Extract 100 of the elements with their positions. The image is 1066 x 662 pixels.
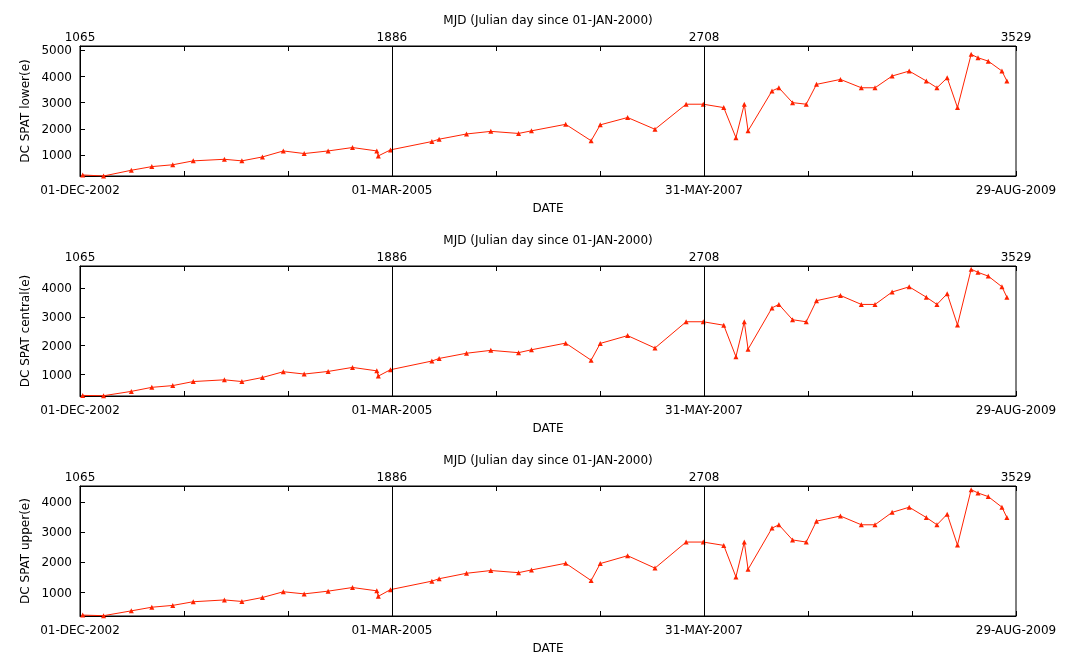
x2-tick-label: 2708: [688, 30, 720, 44]
point: [889, 73, 895, 79]
x-tick-label: 31-MAY-2007: [664, 183, 744, 197]
y-tick-label: 4000: [41, 69, 72, 84]
point: [528, 128, 534, 134]
x-tick-label: 01-DEC-2002: [40, 403, 120, 417]
point: [776, 301, 782, 307]
x2-tick-label: 1886: [376, 30, 408, 44]
point: [101, 393, 107, 399]
y-tick-label: 3000: [41, 309, 72, 324]
point: [858, 301, 864, 307]
point: [128, 167, 134, 173]
point: [80, 612, 86, 618]
x2-tick-label: 3529: [1000, 30, 1032, 44]
point: [625, 333, 631, 339]
point: [128, 388, 134, 394]
x-tick-label: 01-DEC-2002: [40, 623, 120, 637]
x-tick-label: 01-DEC-2002: [40, 183, 120, 197]
point: [872, 85, 878, 91]
point: [944, 511, 950, 517]
x2-axis-title: MJD (Julian day since 01-JAN-2000): [443, 233, 653, 247]
y-axis-title: DC SPAT lower(e): [17, 59, 32, 163]
point: [1004, 294, 1010, 300]
point: [872, 522, 878, 528]
point: [488, 128, 494, 134]
point: [325, 368, 331, 374]
point: [516, 130, 522, 136]
point: [999, 284, 1005, 290]
point: [968, 266, 974, 272]
point: [387, 587, 393, 593]
point: [375, 593, 381, 599]
x2-axis-title: MJD (Julian day since 01-JAN-2000): [443, 453, 653, 467]
point: [683, 101, 689, 107]
point: [436, 355, 442, 361]
point: [239, 598, 245, 604]
point: [975, 55, 981, 61]
point: [436, 576, 442, 582]
y-tick-label: 2000: [41, 121, 72, 136]
point: [516, 350, 522, 356]
point: [429, 578, 435, 584]
point: [463, 131, 469, 137]
point: [985, 273, 991, 279]
point: [872, 301, 878, 307]
point: [101, 613, 107, 619]
point: [741, 539, 747, 545]
point: [301, 151, 307, 157]
point: [954, 105, 960, 111]
point: [975, 490, 981, 496]
point: [149, 164, 155, 170]
y-tick-label: 4000: [41, 280, 72, 295]
point: [1004, 515, 1010, 521]
x-tick-label: 01-MAR-2005: [351, 403, 433, 417]
x2-tick-label: 1065: [64, 30, 96, 44]
point: [349, 364, 355, 370]
point: [488, 347, 494, 353]
x2-tick-label: 1886: [376, 470, 408, 484]
point: [954, 322, 960, 328]
point: [741, 101, 747, 107]
x2-tick-label: 1065: [64, 470, 96, 484]
y-tick-label: 2000: [41, 555, 72, 570]
point: [652, 126, 658, 132]
point: [563, 121, 569, 127]
point: [985, 58, 991, 64]
point: [803, 101, 809, 107]
y-tick-label: 1000: [41, 147, 72, 162]
x2-axis-title: MJD (Julian day since 01-JAN-2000): [443, 13, 653, 27]
x-tick-label: 01-MAR-2005: [351, 623, 433, 637]
point: [563, 340, 569, 346]
point: [170, 602, 176, 608]
point: [934, 85, 940, 91]
point: [745, 128, 751, 134]
point: [803, 539, 809, 545]
x-tick-label: 31-MAY-2007: [664, 623, 744, 637]
point: [745, 566, 751, 572]
x-tick-label: 29-AUG-2009: [975, 623, 1057, 637]
point: [721, 542, 727, 548]
point: [733, 135, 739, 141]
point: [528, 347, 534, 353]
point: [683, 539, 689, 545]
x-axis-title: DATE: [532, 201, 564, 215]
point: [625, 553, 631, 559]
point: [745, 346, 751, 352]
point: [906, 68, 912, 74]
x-tick-label: 29-AUG-2009: [975, 183, 1057, 197]
x2-tick-label: 1065: [64, 250, 96, 264]
point: [528, 567, 534, 573]
point: [149, 384, 155, 390]
y-axis-title: DC SPAT upper(e): [17, 498, 32, 604]
x2-tick-label: 3529: [1000, 470, 1032, 484]
y-tick-label: 3000: [41, 95, 72, 110]
point: [923, 294, 929, 300]
point: [999, 504, 1005, 510]
point: [429, 139, 435, 145]
point: [954, 542, 960, 548]
point: [975, 269, 981, 275]
point: [149, 604, 155, 610]
point: [769, 525, 775, 531]
point: [813, 298, 819, 304]
y-axis-title: DC SPAT central(e): [17, 274, 32, 388]
point: [301, 371, 307, 377]
